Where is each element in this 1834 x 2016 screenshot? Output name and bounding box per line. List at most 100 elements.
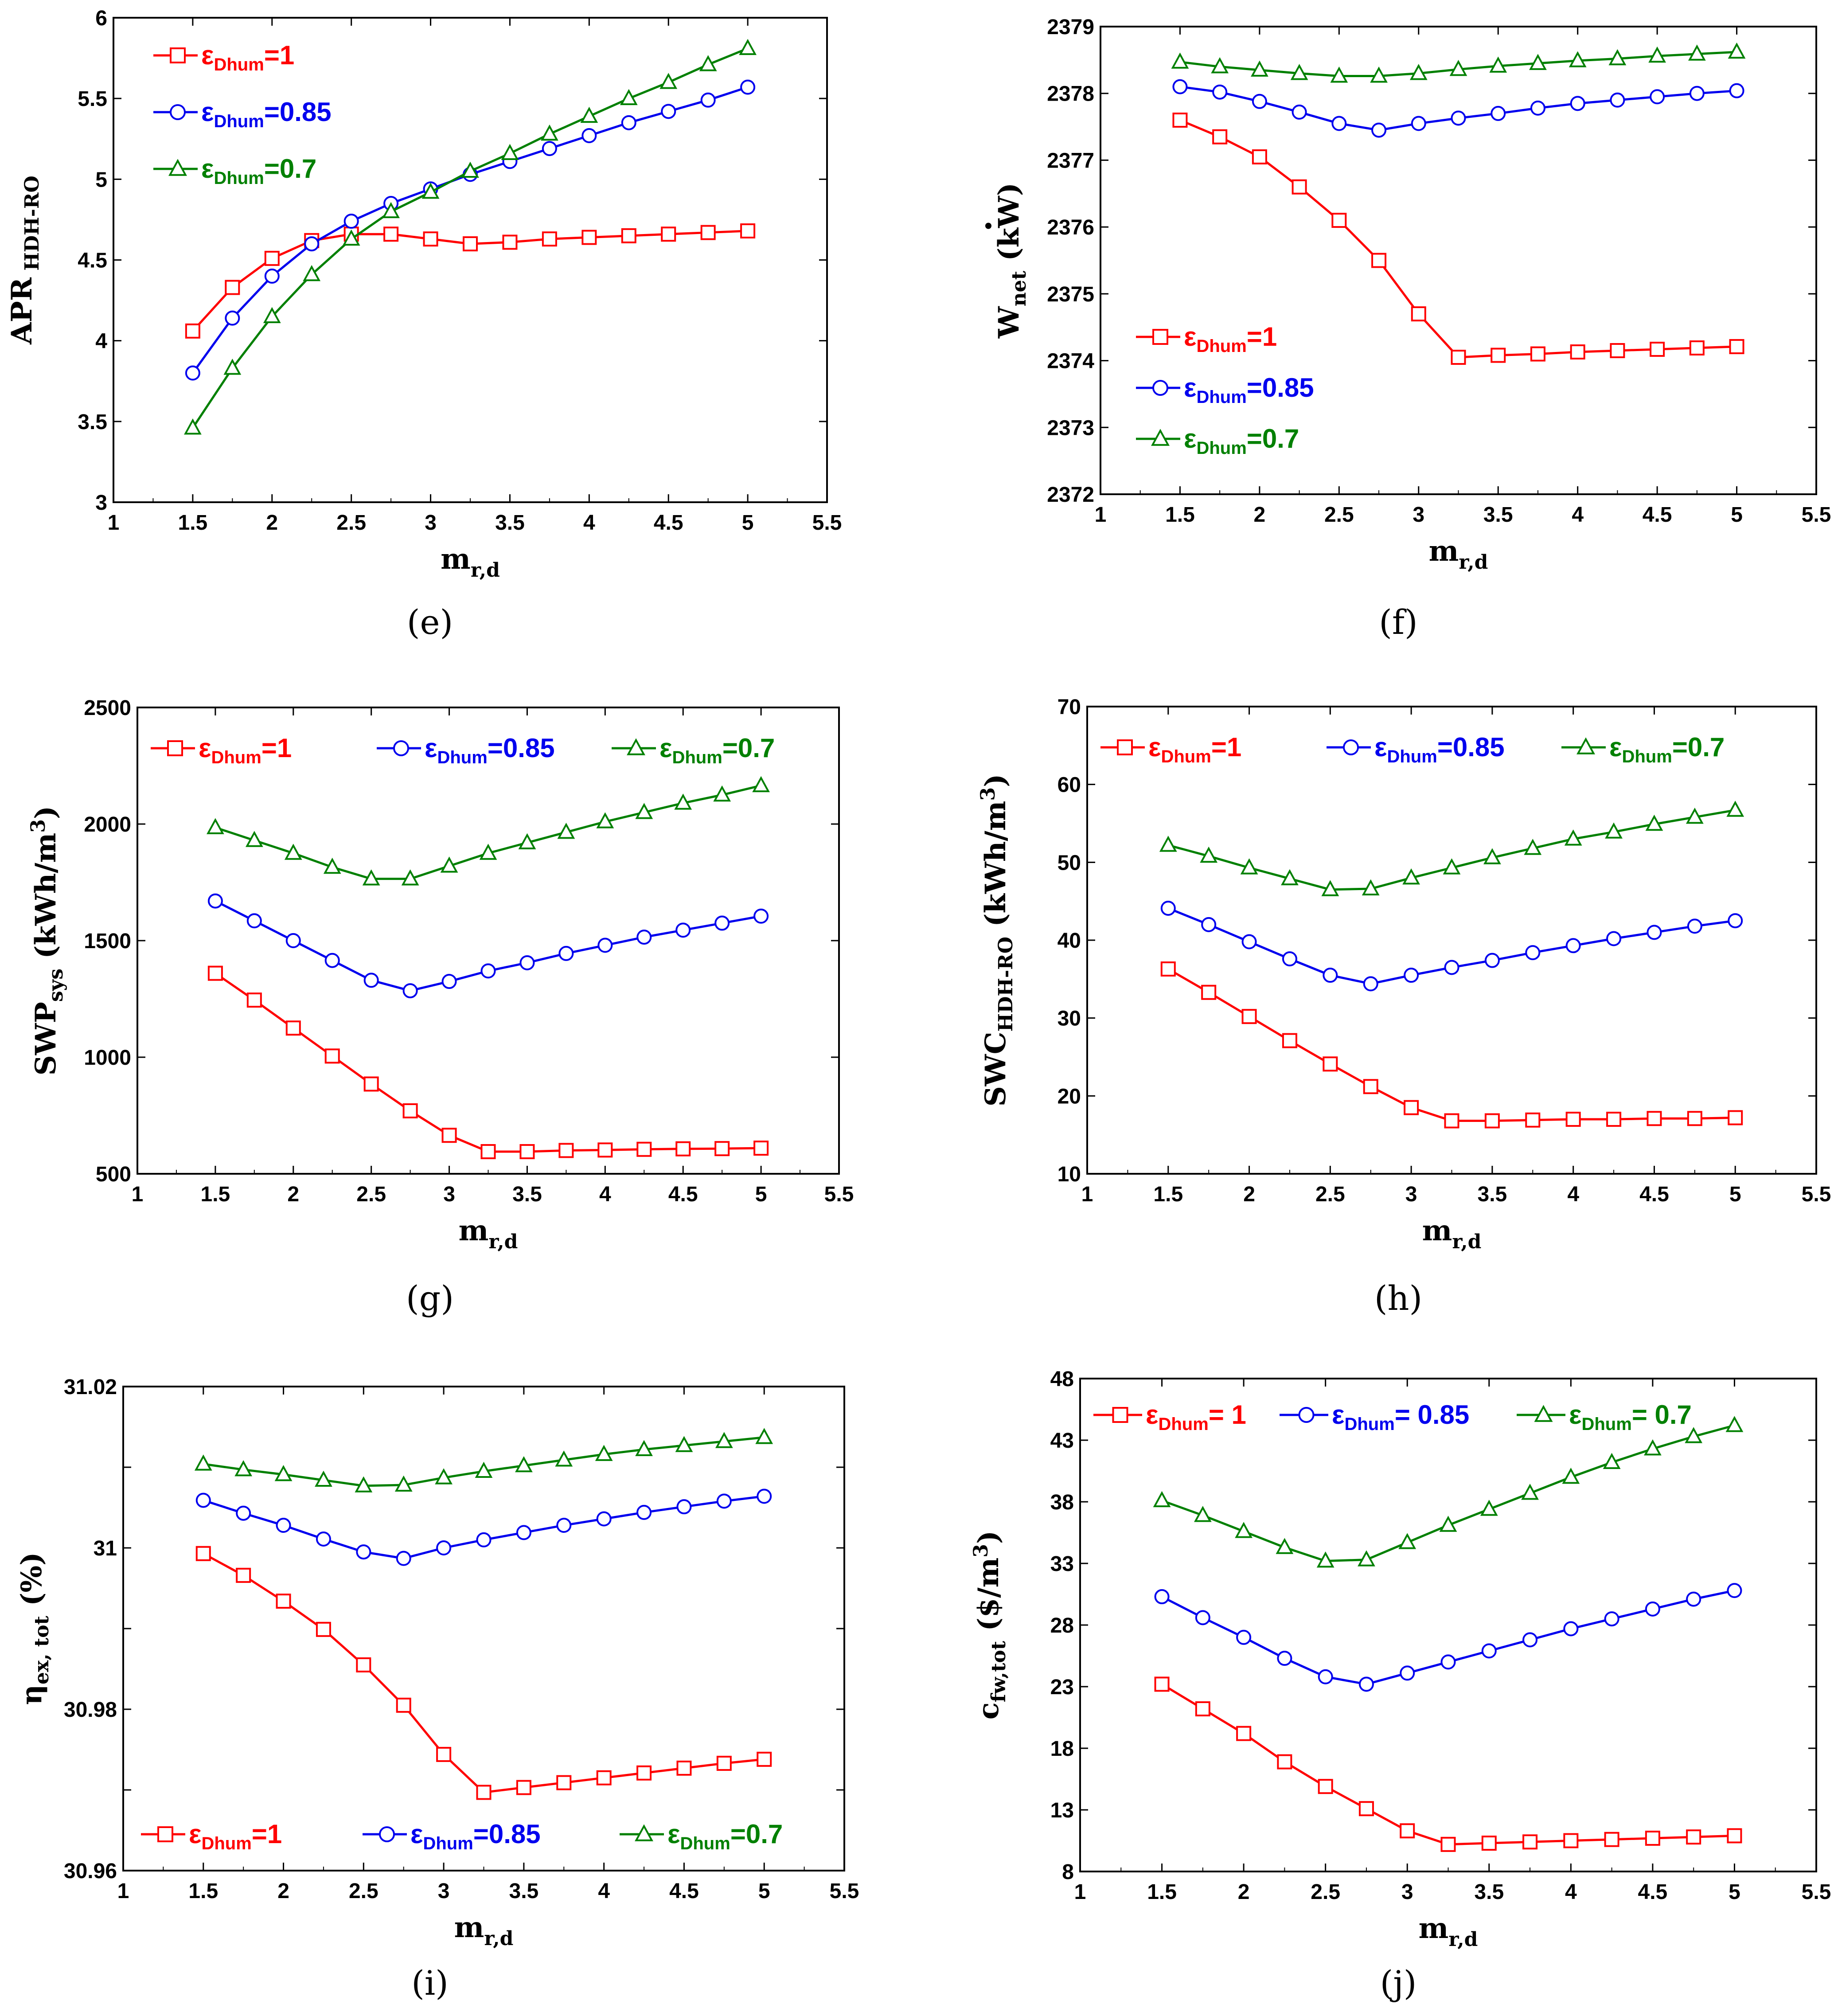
data-point	[185, 365, 200, 381]
y-axis-units: (%)	[15, 1552, 48, 1616]
legend-label: εDhum=0.85	[201, 97, 332, 131]
y-tick-label: 10	[1057, 1163, 1081, 1186]
data-point	[480, 1144, 496, 1160]
legend-symbol: ε	[425, 733, 437, 763]
y-tick-label: 31	[94, 1537, 117, 1560]
legend-marker-circle	[379, 1826, 395, 1842]
legend-label: εDhum=1	[189, 1819, 282, 1853]
data-point	[1318, 1779, 1333, 1794]
y-tick-label: 43	[1050, 1429, 1074, 1453]
chart-j: 1 1.5 2 2.5 3 3.5 4 4.5 5 5.5 8 13 18 23 28 33 38 43 48 mr,…	[970, 1367, 1831, 2003]
data-point	[714, 1141, 730, 1156]
legend-entry-1: εDhum=0.85	[363, 1819, 541, 1853]
data-point	[1240, 858, 1258, 875]
data-point	[1277, 1754, 1292, 1770]
x-tick-label: 5.5	[812, 511, 842, 535]
data-point	[1277, 1651, 1292, 1666]
data-point	[700, 225, 716, 240]
series-1	[195, 1489, 772, 1566]
data-point	[581, 128, 597, 143]
legend-entry-1: εDhum=0.85	[377, 733, 555, 767]
data-point	[225, 310, 240, 326]
data-point	[1358, 1801, 1374, 1817]
data-point	[225, 280, 240, 295]
data-point	[1290, 64, 1308, 80]
y-axis-sup: 3	[27, 819, 50, 833]
data-point	[440, 856, 458, 873]
x-tick-label: 4	[1572, 503, 1584, 527]
y-axis-label: APR HDH-RO	[5, 176, 43, 345]
data-point	[1524, 839, 1542, 855]
data-point	[757, 1489, 772, 1504]
legend-subscript: Dhum	[423, 1834, 473, 1853]
legend-marker-circle	[1298, 1407, 1315, 1423]
legend-marker-circle	[170, 104, 186, 120]
data-point	[675, 1141, 691, 1156]
x-tick-label: 4	[1565, 1880, 1577, 1904]
data-point	[479, 844, 497, 860]
legend-entry-0: εDhum=1	[1136, 322, 1277, 356]
series-line	[1167, 968, 1736, 1122]
data-point	[1728, 913, 1743, 929]
x-tick-label: 1	[117, 1879, 129, 1903]
x-tick-label: 3	[1405, 1183, 1417, 1206]
y-tick-label: 20	[1057, 1085, 1081, 1108]
legend-subscript: Dhum	[1158, 1414, 1208, 1434]
y-tick-label: 2500	[84, 696, 131, 720]
legend-entry-1: εDhum= 0.85	[1280, 1400, 1469, 1434]
x-axis-sub: r,d	[488, 1231, 518, 1253]
data-point	[1481, 1836, 1497, 1851]
data-point	[323, 857, 341, 874]
data-point	[595, 1445, 613, 1461]
data-point	[516, 1525, 531, 1540]
legend-marker-square	[157, 1826, 173, 1842]
legend-label: εDhum=0.7	[659, 733, 775, 767]
y-tick-label: 2379	[1047, 16, 1094, 39]
data-point	[476, 1532, 492, 1547]
y-tick-label: 23	[1050, 1676, 1074, 1699]
y-axis-sup: 3	[977, 787, 999, 801]
x-tick-label: 3	[425, 511, 437, 535]
data-point	[1362, 879, 1380, 895]
data-point	[316, 1621, 331, 1637]
data-point	[304, 236, 320, 252]
legend-entry-0: εDhum=1	[1100, 732, 1241, 766]
data-point	[1398, 1533, 1416, 1549]
legend-entry-2: εDhum=0.7	[1136, 424, 1299, 458]
data-point	[436, 1746, 452, 1762]
y-tick-label: 5	[95, 168, 107, 191]
data-point	[1292, 104, 1307, 120]
data-point	[1370, 66, 1388, 83]
data-point	[1484, 1113, 1500, 1129]
legend-marker-square	[170, 47, 186, 63]
data-point	[303, 265, 321, 281]
y-axis-label: ηex, tot (%)	[15, 1552, 53, 1705]
y-tick-label: 40	[1057, 929, 1081, 953]
y-tick-label: 6	[95, 7, 107, 30]
legend-marker-square	[167, 740, 183, 756]
y-tick-label: 30.96	[64, 1860, 117, 1883]
legend-value: =1	[1247, 322, 1277, 352]
data-point	[1201, 917, 1217, 932]
y-axis-units: (kWh/m	[29, 833, 62, 969]
legend-label: εDhum=0.85	[1374, 732, 1505, 766]
y-axis-label: Wnet (kW)	[992, 183, 1030, 339]
x-tick-label: 3.5	[512, 1183, 542, 1206]
data-point	[1491, 348, 1506, 363]
legend-marker-circle	[1343, 739, 1359, 755]
data-point	[1363, 1079, 1378, 1094]
y-tick-label: 2372	[1047, 483, 1094, 507]
chart-g: 1 1.5 2 2.5 3 3.5 4 4.5 5 5.5 500 1000 1500 2000 2500 m…	[27, 696, 854, 1318]
data-point	[1323, 1056, 1338, 1072]
data-point	[1565, 938, 1581, 953]
legend-entry-0: εDhum=1	[141, 1819, 282, 1853]
data-point	[555, 1450, 573, 1467]
legend-marker-triangle	[1534, 1405, 1553, 1422]
legend-symbol: ε	[189, 1819, 201, 1849]
data-point	[621, 115, 636, 130]
legend-value: =0.7	[730, 1819, 783, 1849]
x-tick-label: 2.5	[356, 1183, 386, 1206]
y-tick-label: 2373	[1047, 416, 1094, 440]
data-point	[636, 1141, 652, 1157]
panel-label-e: (e)	[407, 602, 453, 642]
